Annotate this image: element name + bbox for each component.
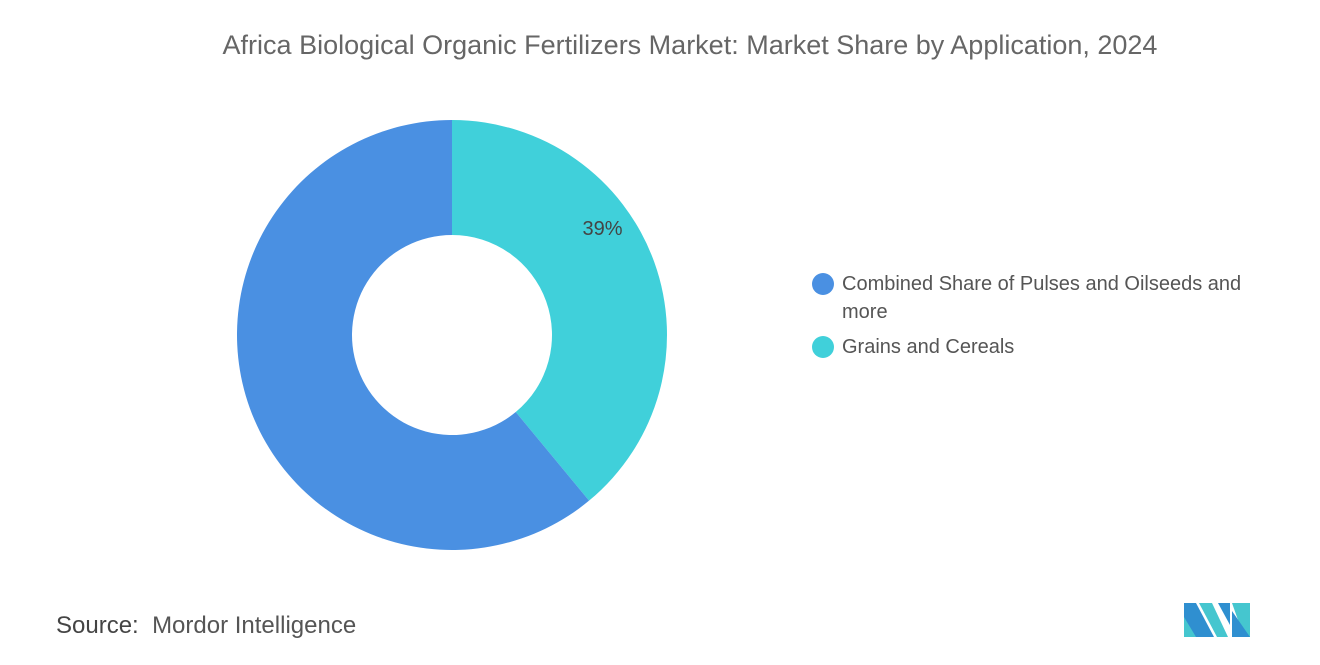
data-label: 39%	[583, 218, 623, 240]
chart-title: Africa Biological Organic Fertilizers Ma…	[222, 30, 1158, 60]
legend-item-grains-cereals: Grains and Cereals	[812, 333, 1292, 361]
legend-label: Combined Share of Pulses and Oilseeds an…	[842, 273, 1242, 323]
legend-label: Grains and Cereals	[842, 336, 1015, 358]
source-value: Mordor Intelligence	[152, 612, 357, 639]
source-label: Source:	[56, 612, 139, 639]
mordor-intelligence-logo	[1184, 603, 1250, 637]
source-note: Source: Mordor Intelligence	[56, 612, 356, 640]
donut-slice-pulses-oilseeds	[236, 120, 590, 550]
legend-item-pulses-oilseeds: Combined Share of Pulses and Oilseeds an…	[812, 270, 1292, 326]
legend-swatch	[812, 273, 834, 295]
donut-slice-grains-cereals	[452, 120, 667, 501]
legend-swatch	[812, 336, 834, 358]
